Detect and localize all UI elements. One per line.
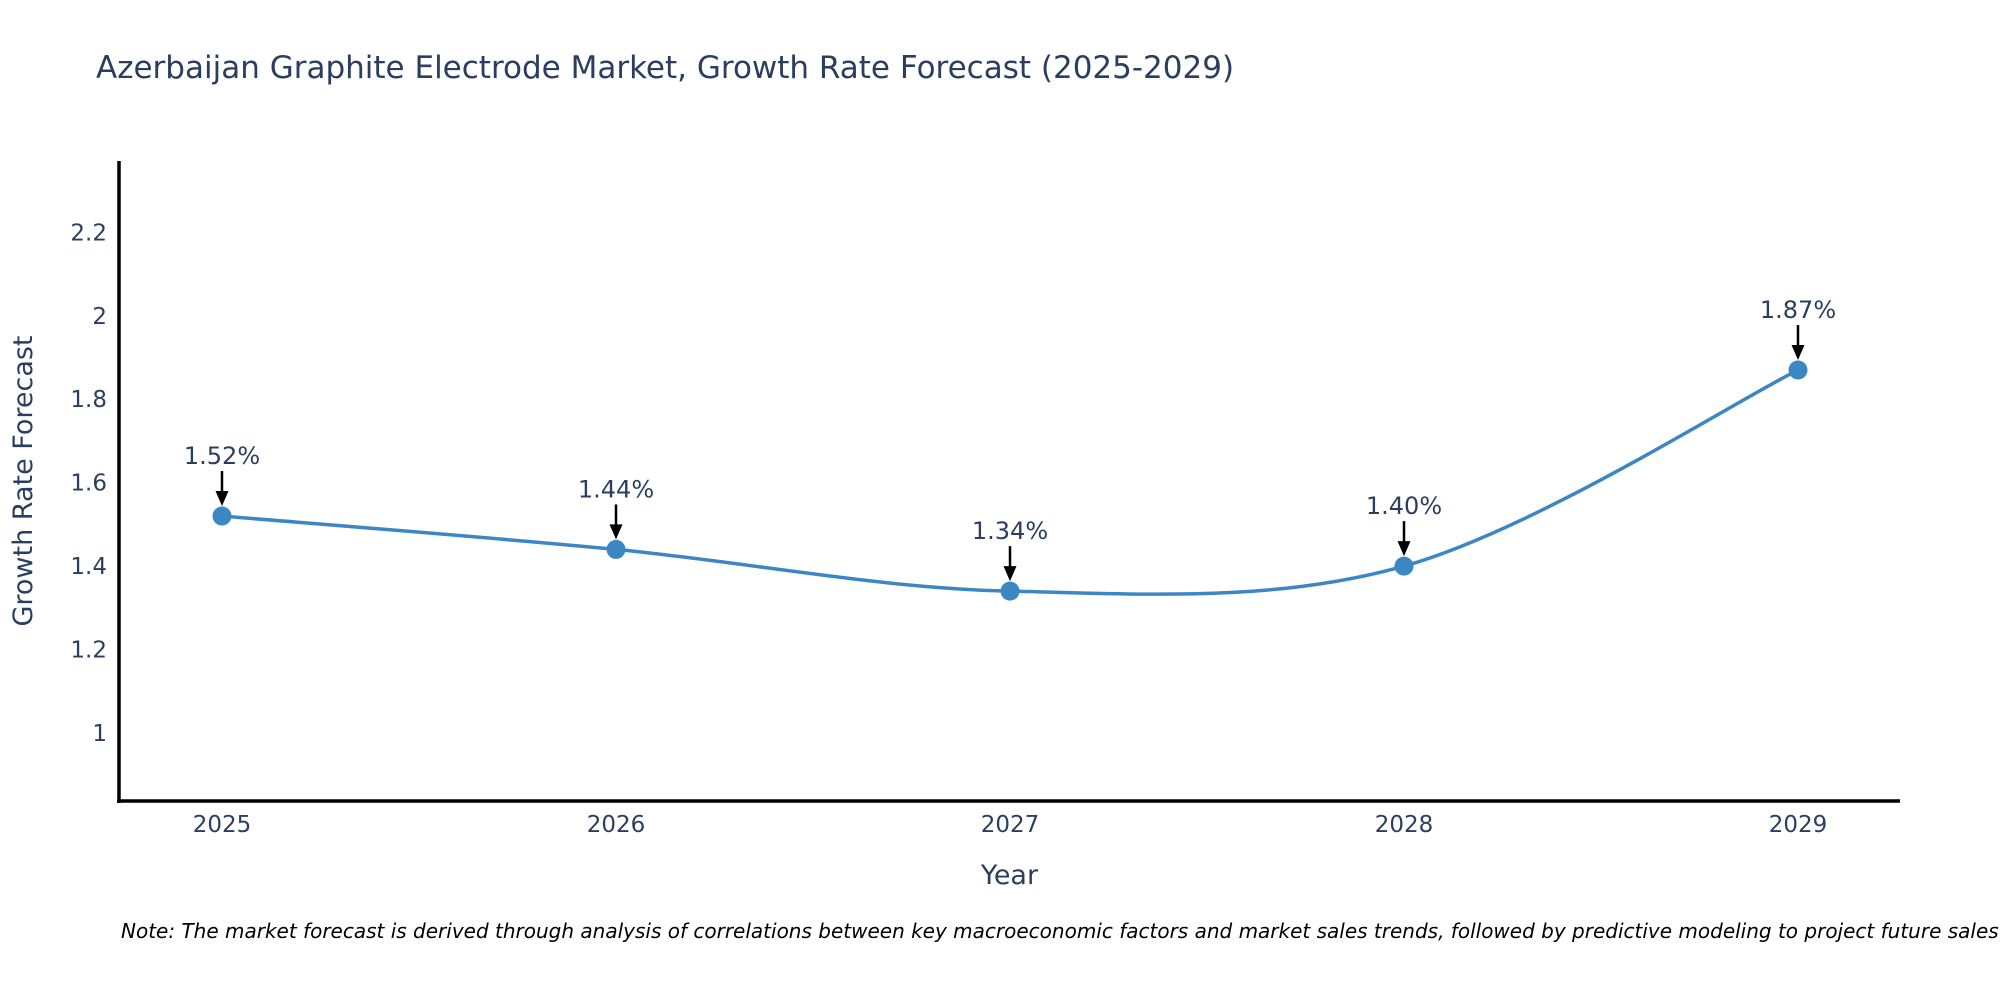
x-tick-label: 2025	[193, 812, 252, 838]
annotation-arrowhead-icon	[215, 491, 229, 507]
data-point-marker[interactable]	[1394, 556, 1414, 576]
point-annotation: 1.87%	[1760, 296, 1836, 324]
y-tick-label: 1.2	[70, 638, 107, 664]
point-annotation: 1.34%	[972, 517, 1048, 545]
y-tick-label: 1	[92, 721, 107, 747]
y-tick-label: 2	[92, 304, 107, 330]
x-tick-label: 2029	[1769, 812, 1828, 838]
data-point-marker[interactable]	[1000, 581, 1020, 601]
x-tick-label: 2026	[587, 812, 646, 838]
data-point-marker[interactable]	[606, 539, 626, 559]
annotation-arrowhead-icon	[1003, 566, 1017, 582]
data-point-marker[interactable]	[1788, 360, 1808, 380]
annotation-arrowhead-icon	[1791, 345, 1805, 361]
y-tick-label: 1.8	[70, 387, 107, 413]
chart-title: Azerbaijan Graphite Electrode Market, Gr…	[96, 50, 1235, 86]
x-axis-title: Year	[980, 860, 1039, 891]
point-annotation: 1.40%	[1366, 492, 1442, 520]
footnote: Note: The market forecast is derived thr…	[121, 919, 1999, 943]
x-tick-label: 2028	[1375, 812, 1434, 838]
y-tick-label: 2.2	[70, 220, 107, 246]
data-point-marker[interactable]	[212, 506, 232, 526]
annotation-arrowhead-icon	[1397, 541, 1411, 557]
y-tick-label: 1.6	[70, 471, 107, 497]
y-axis-title: Growth Rate Forecast	[8, 335, 39, 626]
x-tick-label: 2027	[981, 812, 1040, 838]
point-annotation: 1.52%	[184, 442, 260, 470]
annotation-arrowhead-icon	[609, 524, 623, 540]
y-tick-label: 1.4	[70, 554, 107, 580]
point-annotation: 1.44%	[578, 475, 654, 503]
